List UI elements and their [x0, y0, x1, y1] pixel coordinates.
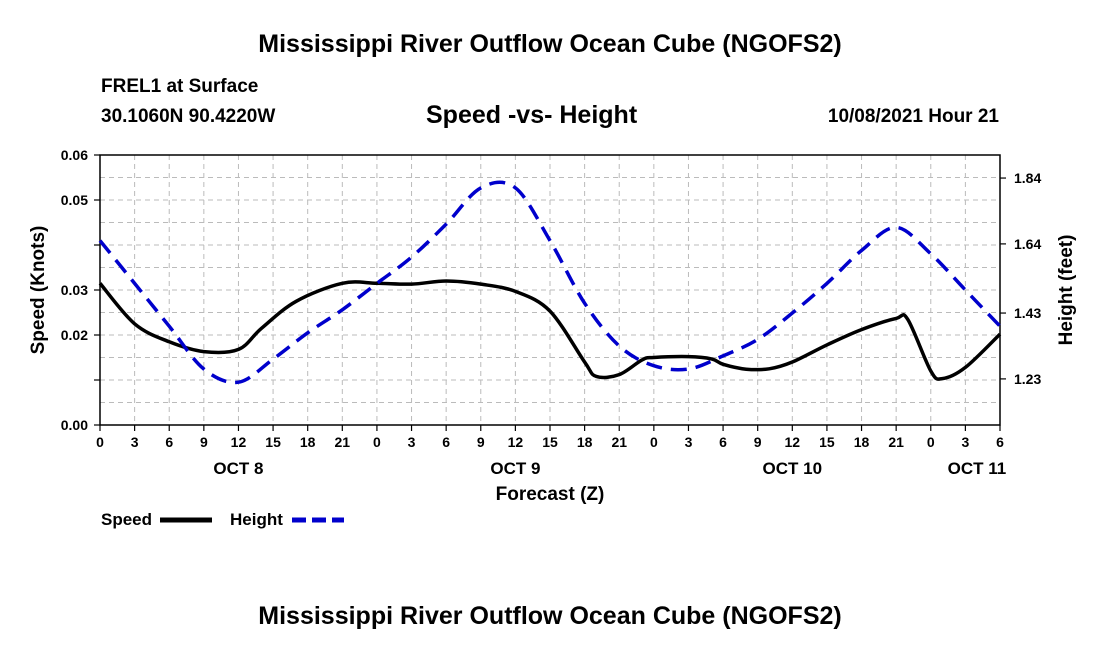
plot-title: Speed -vs- Height	[426, 101, 638, 129]
legend: Speed Height	[101, 510, 344, 529]
x-tick-label: 9	[200, 434, 208, 450]
date-label: OCT 10	[763, 459, 823, 478]
height-series-line	[98, 180, 1002, 385]
station-coords: 30.1060N 90.4220W	[101, 106, 276, 127]
grid	[99, 154, 1001, 426]
x-tick-label: 12	[508, 434, 524, 450]
x-tick-label: 21	[335, 434, 351, 450]
y-axis-right: 1.23 1.43 1.64 1.84	[1000, 170, 1041, 387]
x-tick-label: 15	[819, 434, 835, 450]
legend-label-height: Height	[230, 510, 283, 529]
x-tick-label: 3	[408, 434, 416, 450]
x-tick-label: 18	[577, 434, 593, 450]
page-title: Mississippi River Outflow Ocean Cube (NG…	[258, 30, 842, 58]
y2-tick-label: 1.64	[1014, 236, 1041, 252]
x-tick-label: 0	[96, 434, 104, 450]
x-tick-label: 0	[650, 434, 658, 450]
x-tick-label: 18	[300, 434, 316, 450]
x-axis: 0 3 6 9 12 15 18 21 0 3 6 9 12 15 18 21 0 3 6 9 12 15 18 21 0 3 6 O…	[96, 425, 1006, 478]
y-tick-label: 0.02	[61, 327, 88, 343]
y2-tick-label: 1.23	[1014, 371, 1041, 387]
series	[98, 180, 1002, 385]
x-tick-label: 6	[165, 434, 173, 450]
speed-series-line	[98, 279, 1002, 381]
y-tick-label: 0.06	[61, 147, 88, 163]
x-tick-label: 6	[996, 434, 1004, 450]
x-tick-label: 18	[854, 434, 870, 450]
y2-tick-label: 1.84	[1014, 170, 1041, 186]
x-tick-label: 9	[477, 434, 485, 450]
x-tick-label: 15	[265, 434, 281, 450]
x-tick-label: 6	[442, 434, 450, 450]
legend-label-speed: Speed	[101, 510, 152, 529]
x-tick-label: 9	[754, 434, 762, 450]
x-tick-label: 3	[961, 434, 969, 450]
date-label: OCT 9	[490, 459, 540, 478]
y-axis-left: 0.00 0.02 0.03 0.05 0.06	[61, 147, 100, 433]
y-axis-label: Speed (Knots)	[28, 226, 49, 355]
x-tick-label: 0	[927, 434, 935, 450]
x-axis-label: Forecast (Z)	[496, 484, 605, 505]
x-tick-label: 15	[542, 434, 558, 450]
station-name: FREL1 at Surface	[101, 76, 259, 97]
y-tick-label: 0.05	[61, 192, 88, 208]
x-tick-label: 6	[719, 434, 727, 450]
x-tick-label: 12	[785, 434, 801, 450]
y2-axis-label: Height (feet)	[1056, 235, 1077, 346]
y-tick-label: 0.00	[61, 417, 88, 433]
y-tick-label: 0.03	[61, 282, 88, 298]
date-label: OCT 11	[948, 459, 1007, 478]
x-tick-label: 0	[373, 434, 381, 450]
run-time: 10/08/2021 Hour 21	[827, 106, 999, 127]
y2-tick-label: 1.43	[1014, 305, 1041, 321]
footer-title: Mississippi River Outflow Ocean Cube (NG…	[258, 602, 842, 630]
date-label: OCT 8	[213, 459, 263, 478]
x-tick-label: 3	[685, 434, 693, 450]
x-tick-label: 12	[231, 434, 247, 450]
x-tick-label: 21	[611, 434, 627, 450]
x-tick-label: 21	[888, 434, 904, 450]
x-tick-label: 3	[131, 434, 139, 450]
